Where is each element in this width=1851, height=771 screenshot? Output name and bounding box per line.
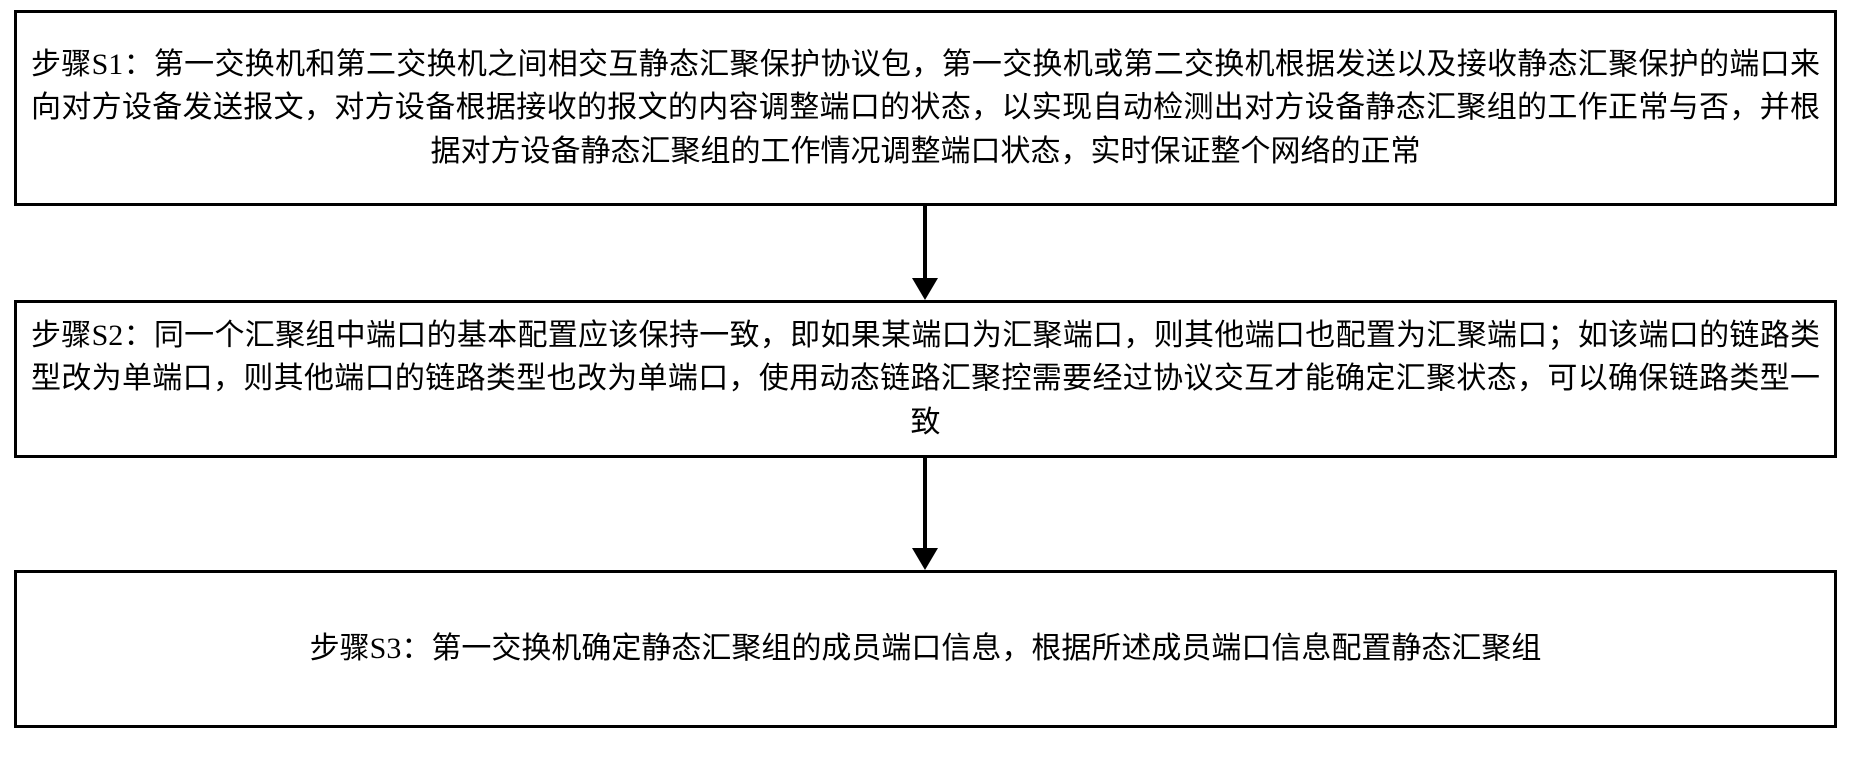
flowchart-step-s1: 步骤S1：第一交换机和第二交换机之间相交互静态汇聚保护协议包，第一交换机或第二交… xyxy=(14,10,1837,206)
flowchart-step-s2-text: 步骤S2：同一个汇聚组中端口的基本配置应该保持一致，即如果某端口为汇聚端口，则其… xyxy=(31,314,1820,445)
flowchart-step-s1-text: 步骤S1：第一交换机和第二交换机之间相交互静态汇聚保护协议包，第一交换机或第二交… xyxy=(31,43,1820,174)
flowchart-step-s2: 步骤S2：同一个汇聚组中端口的基本配置应该保持一致，即如果某端口为汇聚端口，则其… xyxy=(14,300,1837,458)
flowchart-step-s3-text: 步骤S3：第一交换机确定静态汇聚组的成员端口信息，根据所述成员端口信息配置静态汇… xyxy=(31,627,1820,671)
flowchart-canvas: 步骤S1：第一交换机和第二交换机之间相交互静态汇聚保护协议包，第一交换机或第二交… xyxy=(0,0,1851,771)
flowchart-arrow-2-head xyxy=(912,548,938,570)
flowchart-step-s3: 步骤S3：第一交换机确定静态汇聚组的成员端口信息，根据所述成员端口信息配置静态汇… xyxy=(14,570,1837,728)
flowchart-arrow-1-head xyxy=(912,278,938,300)
flowchart-arrow-1-shaft xyxy=(923,206,927,278)
flowchart-arrow-2-shaft xyxy=(923,458,927,548)
